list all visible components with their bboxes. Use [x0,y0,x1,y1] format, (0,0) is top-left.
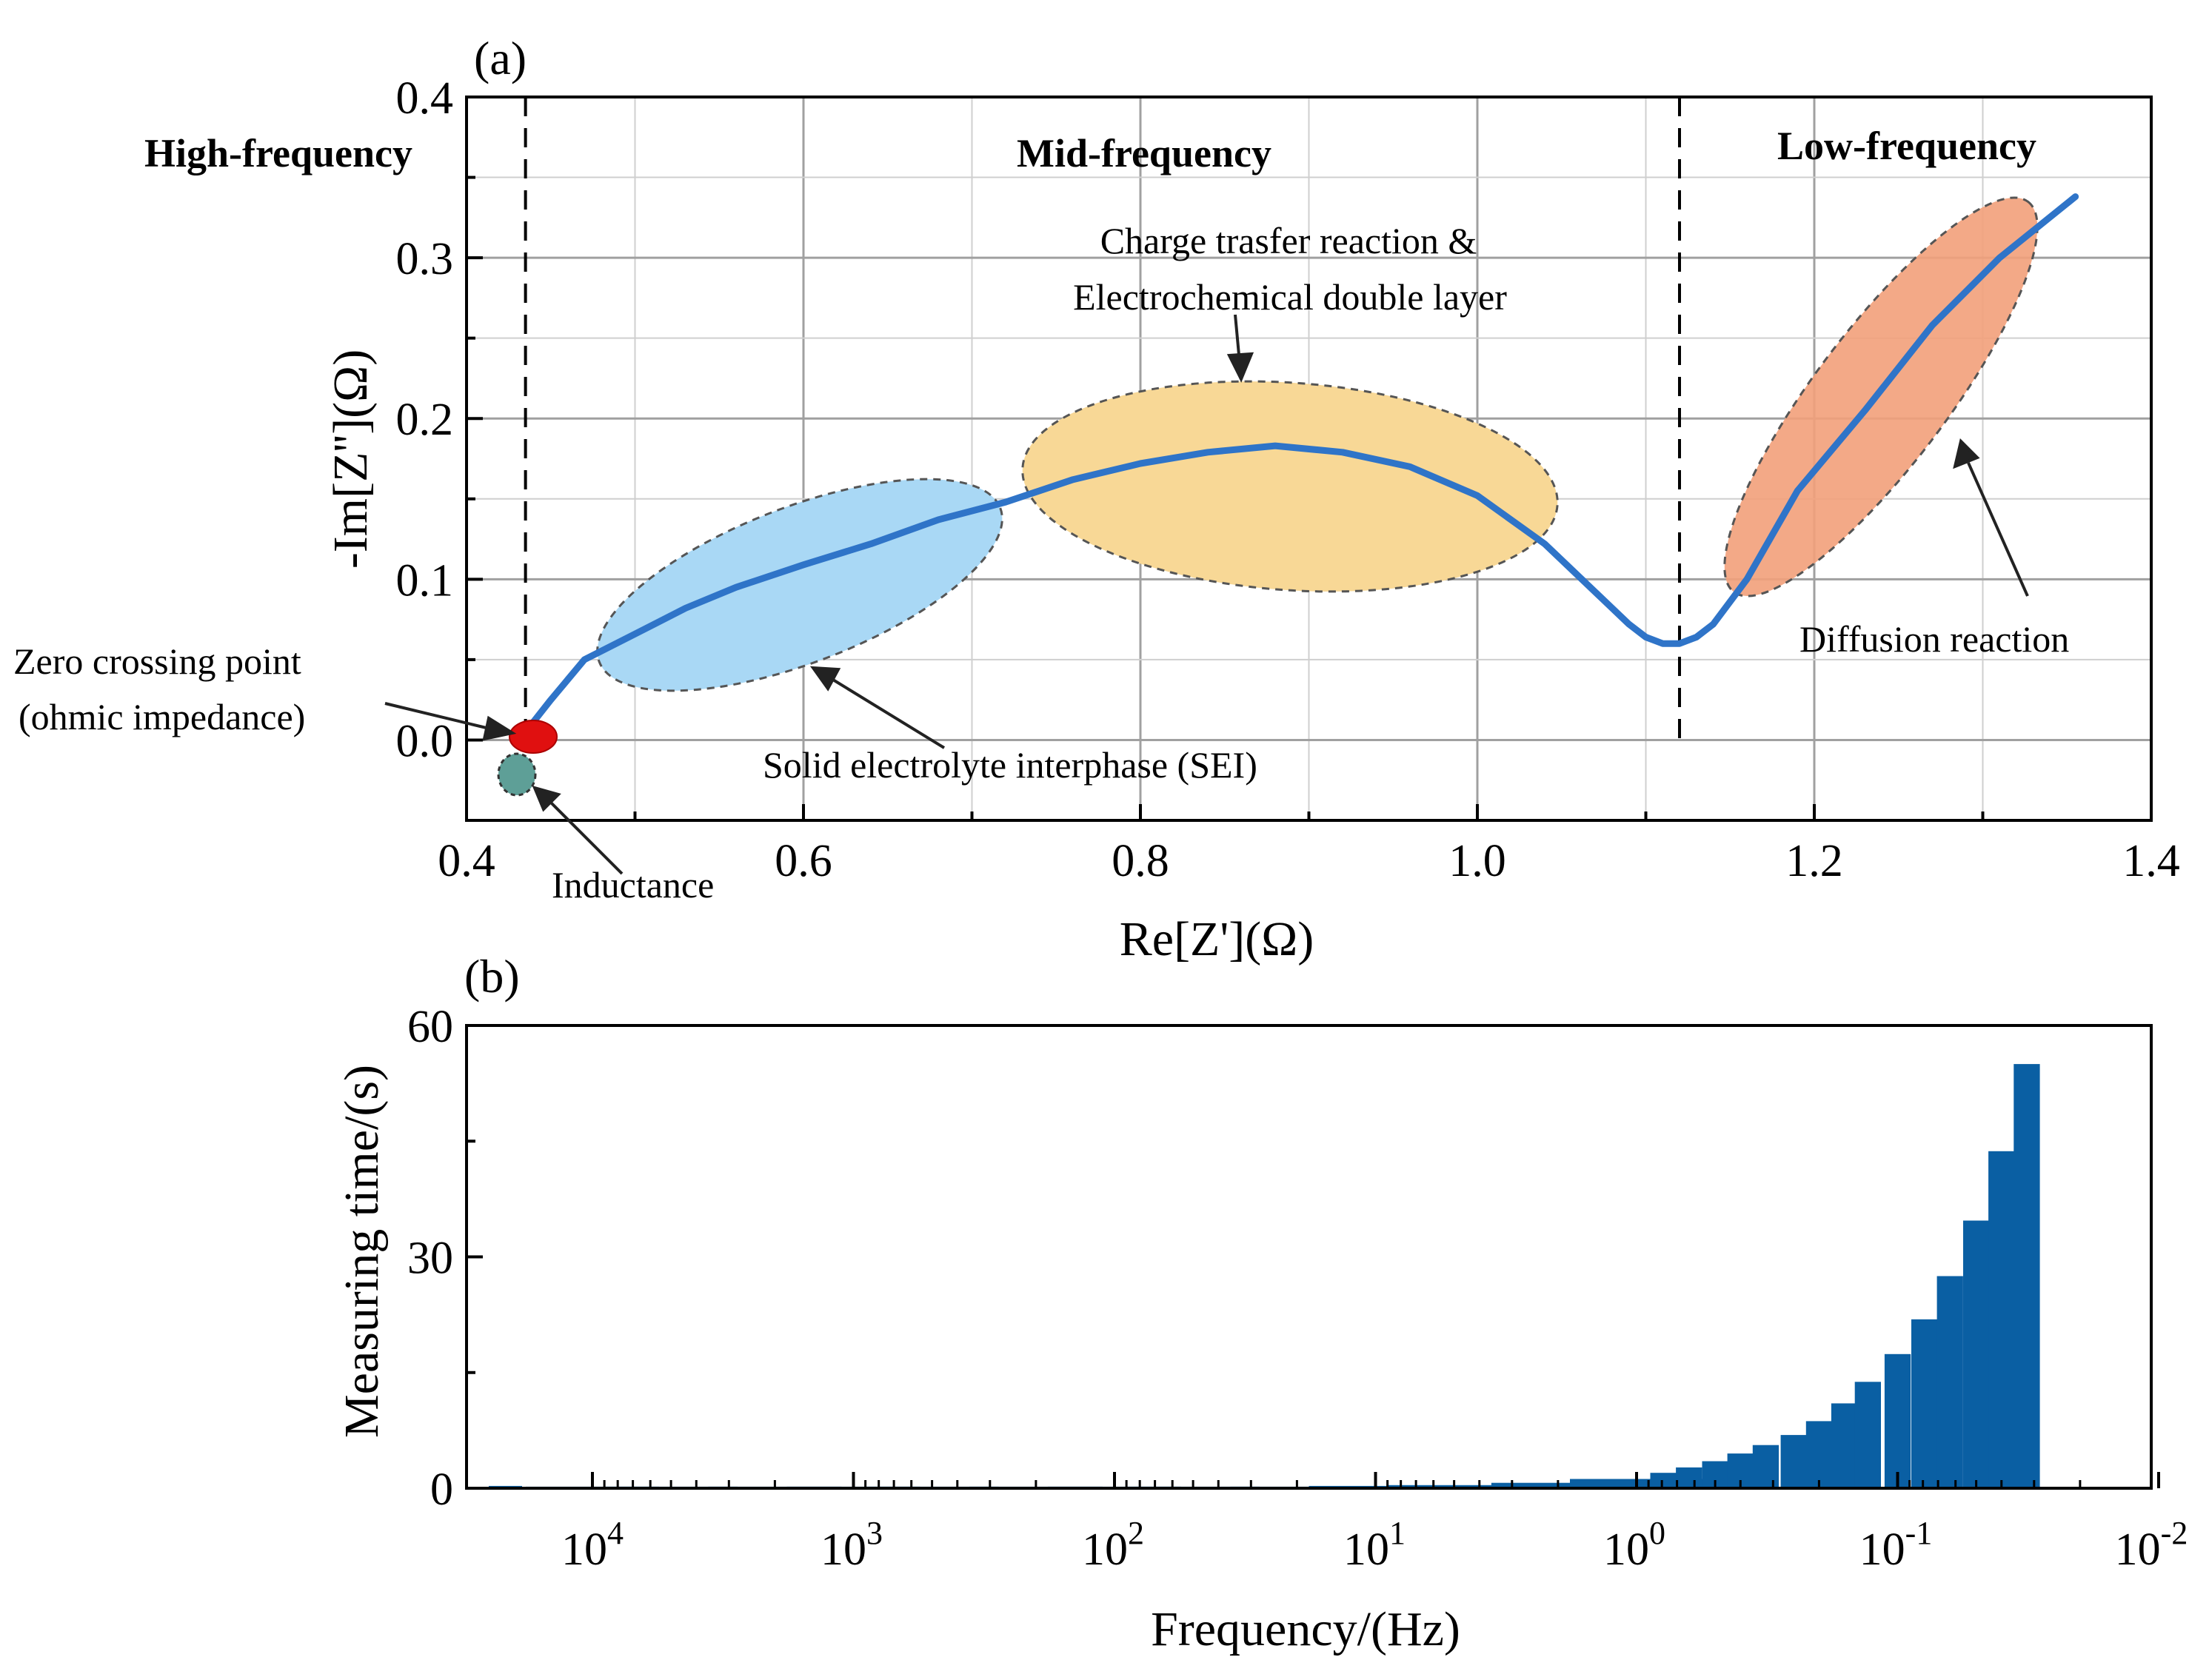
panel-b-label: (b) [464,950,520,1003]
inductance-arrowhead [532,785,561,812]
x-tick-label-1e4: 104 [561,1515,624,1575]
panel-b-x-axis-title: Frequency/(Hz) [1151,1602,1460,1656]
zero-crossing-marker [509,720,558,754]
y-tick-label: 0.1 [396,555,454,606]
charge-transfer-ellipse [1021,380,1559,593]
bar [1676,1467,1702,1488]
bar [1752,1445,1779,1488]
panel-b-ticks: 0 30 60 [407,1002,2160,1515]
bar [2014,1064,2040,1488]
inductance-annotation: Inductance [552,864,714,906]
x-tick-label: 1.4 [2122,836,2180,886]
panel-b-bars [489,1064,2040,1489]
bar [1963,1220,1990,1488]
bar [1884,1353,1911,1489]
bar [1831,1403,1858,1488]
panel-a-x-axis-title: Re[Z'](Ω) [1120,912,1314,966]
y-tick-label: 0.2 [396,395,454,445]
panel-b-y-axis-title: Measuring time/(s) [335,1065,389,1438]
bar [1988,1151,2015,1488]
high-frequency-label: High-frequency [144,131,412,175]
panel-b-x-tick-labels: 104 103 102 101 100 10-1 10-2 [561,1515,2188,1575]
x-tick-label-1e2: 102 [1082,1515,1144,1575]
x-tick-label-1e0: 100 [1603,1515,1665,1575]
sei-arrow [828,676,946,749]
y-tick-label: 60 [407,1002,453,1052]
y-tick-label: 0.3 [396,234,454,284]
diffusion-annotation: Diffusion reaction [1799,618,2069,660]
diffusion-arrow [1967,462,2029,597]
annotation-arrows [384,314,2029,875]
panel-a-y-axis-title: -Im[Z''](Ω) [324,349,378,569]
diffusion-arrowhead [1953,438,1980,469]
x-tick-label: 0.8 [1112,836,1169,886]
zero-crossing-arrow [384,702,493,731]
x-tick-label-1e-2: 10-2 [2115,1515,2188,1575]
charge-transfer-arrowhead [1226,352,1254,383]
y-tick-label: 0.4 [396,73,454,124]
x-tick-label: 1.2 [1785,836,1843,886]
y-tick-label: 0 [430,1465,453,1515]
x-tick-label-1e-1: 10-1 [1859,1515,1933,1575]
x-tick-label-1e3: 103 [821,1515,883,1575]
bar [1805,1421,1833,1488]
charge-transfer-annotation-line2: Electrochemical double layer [1073,276,1507,318]
zero-crossing-annotation-line2: (ohmic impedance) [19,696,305,737]
sei-annotation: Solid electrolyte interphase (SEI) [763,744,1257,786]
bar [1780,1435,1807,1488]
bar [1854,1382,1881,1489]
y-tick-label: 30 [407,1234,453,1284]
x-tick-label: 0.6 [775,836,832,886]
x-tick-label: 1.0 [1448,836,1506,886]
zero-crossing-arrowhead [482,715,517,741]
panel-a-nyquist-plot: (a) 0.4 0.6 0.8 1.0 1.2 1.4 0.0 0.1 0.2 0.3 0.4 Hi… [13,32,2180,966]
diffusion-ellipse [1723,196,2039,598]
bar [1936,1276,1963,1488]
x-tick-label-1e1: 101 [1343,1515,1406,1575]
zero-crossing-annotation-line1: Zero crossing point [13,640,301,682]
low-frequency-label: Low-frequency [1777,124,2036,168]
inductance-arrow [544,796,624,875]
panel-a-ticks: 0.4 0.6 0.8 1.0 1.2 1.4 0.0 0.1 0.2 0.3 0.4 [396,73,2180,886]
y-tick-label: 0.0 [396,716,454,766]
mid-frequency-label: Mid-frequency [1017,131,1271,175]
inductance-marker [497,752,537,797]
panel-a-label: (a) [474,32,527,84]
sei-arrowhead [809,666,841,692]
bar [1911,1319,1938,1488]
bar [1650,1473,1677,1488]
nyquist-curve-series [522,193,2079,736]
sei-ellipse [596,478,1003,692]
x-tick-label: 0.4 [438,836,495,886]
charge-transfer-annotation-line1: Charge trasfer reaction & [1100,220,1477,261]
